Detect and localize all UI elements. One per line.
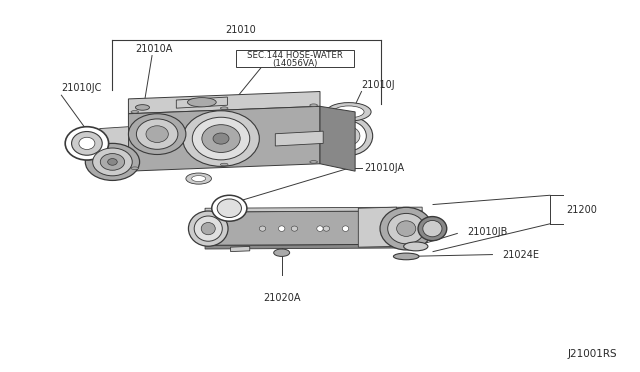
Ellipse shape: [278, 226, 285, 231]
Polygon shape: [205, 207, 422, 212]
Ellipse shape: [310, 104, 317, 106]
Ellipse shape: [394, 253, 419, 260]
Ellipse shape: [418, 217, 447, 241]
Polygon shape: [358, 207, 397, 247]
Polygon shape: [275, 131, 323, 146]
Text: 21010JB: 21010JB: [467, 227, 508, 237]
Polygon shape: [129, 106, 320, 171]
Ellipse shape: [72, 132, 102, 155]
Bar: [236, 49, 354, 67]
Ellipse shape: [131, 167, 139, 170]
Ellipse shape: [136, 105, 150, 110]
Ellipse shape: [259, 226, 266, 231]
Ellipse shape: [337, 127, 360, 145]
Polygon shape: [100, 127, 129, 157]
Text: 21010A: 21010A: [135, 44, 173, 54]
Ellipse shape: [217, 199, 241, 218]
Ellipse shape: [188, 211, 228, 246]
Ellipse shape: [212, 195, 247, 221]
Ellipse shape: [93, 148, 132, 176]
Ellipse shape: [192, 117, 250, 160]
Polygon shape: [230, 246, 250, 251]
Ellipse shape: [188, 97, 216, 107]
Ellipse shape: [326, 103, 371, 121]
Ellipse shape: [79, 137, 95, 150]
Ellipse shape: [202, 125, 240, 153]
Ellipse shape: [331, 121, 366, 151]
Ellipse shape: [397, 221, 416, 236]
Text: J21001RS: J21001RS: [567, 349, 617, 359]
Polygon shape: [205, 211, 422, 245]
Text: 21200: 21200: [566, 205, 596, 215]
Ellipse shape: [201, 222, 215, 235]
Ellipse shape: [65, 127, 109, 160]
Ellipse shape: [324, 116, 372, 155]
Ellipse shape: [317, 226, 323, 231]
Text: 21010JA: 21010JA: [365, 163, 405, 173]
Ellipse shape: [220, 163, 228, 166]
Text: SEC.144 HOSE-WATER: SEC.144 HOSE-WATER: [247, 51, 342, 60]
Ellipse shape: [342, 226, 349, 231]
Ellipse shape: [310, 161, 317, 163]
Ellipse shape: [274, 249, 290, 256]
Ellipse shape: [146, 126, 168, 142]
Polygon shape: [176, 97, 227, 108]
Text: 21010: 21010: [225, 25, 255, 35]
Ellipse shape: [186, 173, 211, 184]
Ellipse shape: [388, 214, 425, 244]
Ellipse shape: [194, 216, 222, 241]
Ellipse shape: [191, 176, 205, 182]
Ellipse shape: [129, 114, 186, 154]
Ellipse shape: [136, 119, 178, 149]
Ellipse shape: [100, 154, 125, 170]
Ellipse shape: [323, 226, 330, 231]
Polygon shape: [205, 244, 422, 249]
Ellipse shape: [131, 110, 139, 113]
Text: 21020A: 21020A: [263, 294, 300, 304]
Text: 21024E: 21024E: [502, 250, 539, 260]
Polygon shape: [320, 106, 355, 171]
Ellipse shape: [220, 107, 228, 109]
Ellipse shape: [85, 143, 140, 180]
Ellipse shape: [423, 221, 442, 237]
Ellipse shape: [380, 207, 433, 250]
Ellipse shape: [182, 111, 259, 166]
Text: 21010J: 21010J: [362, 80, 395, 90]
Polygon shape: [129, 92, 320, 114]
Ellipse shape: [291, 226, 298, 231]
Text: 21010JC: 21010JC: [61, 83, 102, 93]
Text: (14056VA): (14056VA): [272, 59, 317, 68]
Ellipse shape: [213, 133, 229, 144]
Ellipse shape: [333, 106, 364, 118]
Ellipse shape: [404, 242, 428, 251]
Ellipse shape: [108, 158, 117, 165]
